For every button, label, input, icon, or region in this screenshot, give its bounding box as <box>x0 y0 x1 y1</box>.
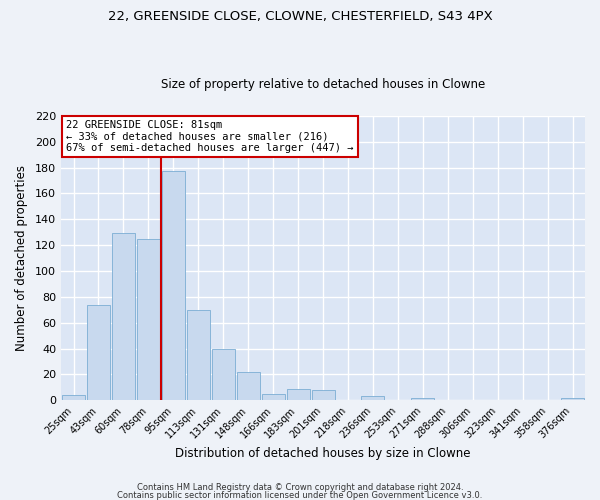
Y-axis label: Number of detached properties: Number of detached properties <box>15 165 28 351</box>
Bar <box>361 396 385 400</box>
Bar <box>87 304 110 400</box>
Bar <box>561 398 584 400</box>
X-axis label: Distribution of detached houses by size in Clowne: Distribution of detached houses by size … <box>175 447 471 460</box>
Bar <box>287 388 310 400</box>
Bar <box>187 310 210 400</box>
Bar <box>62 395 85 400</box>
Text: 22 GREENSIDE CLOSE: 81sqm
← 33% of detached houses are smaller (216)
67% of semi: 22 GREENSIDE CLOSE: 81sqm ← 33% of detac… <box>66 120 354 153</box>
Bar <box>137 238 160 400</box>
Text: 22, GREENSIDE CLOSE, CLOWNE, CHESTERFIELD, S43 4PX: 22, GREENSIDE CLOSE, CLOWNE, CHESTERFIEL… <box>107 10 493 23</box>
Bar <box>412 398 434 400</box>
Bar <box>162 172 185 400</box>
Bar <box>112 234 135 400</box>
Title: Size of property relative to detached houses in Clowne: Size of property relative to detached ho… <box>161 78 485 91</box>
Bar <box>237 372 260 400</box>
Bar <box>311 390 335 400</box>
Text: Contains HM Land Registry data © Crown copyright and database right 2024.: Contains HM Land Registry data © Crown c… <box>137 484 463 492</box>
Text: Contains public sector information licensed under the Open Government Licence v3: Contains public sector information licen… <box>118 490 482 500</box>
Bar <box>262 394 284 400</box>
Bar <box>212 348 235 401</box>
